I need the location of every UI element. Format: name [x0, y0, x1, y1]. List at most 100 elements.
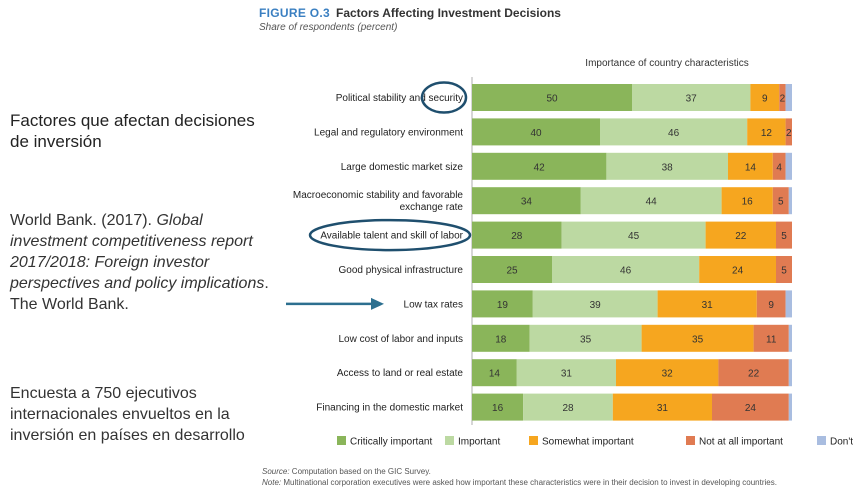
bar-segment — [472, 118, 600, 146]
data-label: 28 — [562, 403, 574, 414]
category-label: Financing in the domestic market — [316, 403, 463, 414]
bar-segment — [632, 84, 751, 111]
bar-segment — [788, 187, 792, 215]
legend-label: Somewhat important — [542, 437, 634, 448]
bar-segment — [756, 290, 786, 318]
bar-segment — [472, 152, 607, 180]
reference-text: World Bank. (2017). Global investment co… — [10, 210, 275, 315]
category-label: Access to land or real estate — [337, 368, 464, 379]
bar-segment — [641, 324, 754, 352]
data-label: 14 — [745, 162, 757, 173]
bar-segment — [600, 118, 748, 146]
source-text: Computation based on the GIC Survey. — [289, 467, 431, 476]
bar-segment — [728, 152, 773, 180]
data-label: 12 — [761, 128, 773, 139]
data-label: 45 — [628, 231, 640, 242]
legend-swatch — [337, 436, 346, 445]
bar-segment — [785, 290, 792, 318]
category-label: Good physical infrastructure — [338, 265, 463, 276]
bar-segment — [753, 324, 789, 352]
data-label: 22 — [735, 231, 747, 242]
bar-segment — [785, 84, 792, 111]
bar-segment — [776, 256, 792, 283]
data-label: 31 — [657, 403, 669, 414]
data-label: 38 — [662, 162, 674, 173]
bar-segment — [472, 393, 524, 421]
data-label: 5 — [781, 266, 787, 277]
reference-publisher: . The World Bank. — [10, 275, 269, 313]
figure-title: Factors Affecting Investment Decisions — [336, 6, 561, 20]
bar-segment — [472, 221, 562, 249]
category-label: Legal and regulatory environment — [314, 127, 463, 138]
bar-segment — [472, 359, 517, 387]
bar-segment — [705, 221, 776, 249]
note-prefix: Note: — [262, 478, 282, 487]
figure-subtitle: Share of respondents (percent) — [259, 22, 398, 33]
data-label: 19 — [497, 300, 509, 311]
bar-segment — [657, 290, 757, 318]
bar-segment — [747, 118, 786, 146]
data-label: 24 — [732, 266, 744, 277]
legend-swatch — [817, 436, 826, 445]
legend-label: Important — [458, 437, 500, 448]
bar-segment — [612, 393, 712, 421]
data-label: 35 — [692, 334, 704, 345]
slide-title: Factores que afectan decisiones de inver… — [10, 111, 255, 151]
data-label: 2 — [786, 128, 792, 139]
bar-segment — [529, 324, 642, 352]
data-label: 16 — [742, 197, 754, 208]
bar-segment — [616, 359, 719, 387]
figure-note: Note: Multinational corporation executiv… — [262, 478, 777, 487]
data-label: 35 — [580, 334, 592, 345]
data-label: 39 — [590, 300, 602, 311]
reference-author: World Bank. (2017). — [10, 212, 157, 229]
legend-swatch — [686, 436, 695, 445]
highlight-circle — [420, 81, 468, 114]
category-label: Low cost of labor and inputs — [338, 334, 463, 345]
data-label: 18 — [495, 334, 507, 345]
bar-segment — [606, 152, 728, 180]
bar-segment — [472, 290, 533, 318]
data-label: 14 — [489, 369, 501, 380]
bar-segment — [750, 84, 780, 111]
data-label: 24 — [745, 403, 757, 414]
data-label: 34 — [521, 197, 533, 208]
bar-segment — [785, 118, 792, 146]
chart-header: Importance of country characteristics — [585, 58, 748, 69]
figure-label: FIGURE O.3 — [259, 6, 331, 20]
arrow-head — [371, 297, 384, 310]
category-label: Large domestic market size — [341, 162, 464, 173]
source-prefix: Source: — [262, 467, 290, 476]
bar-segment — [785, 152, 792, 180]
data-label: 5 — [778, 197, 784, 208]
data-label: 42 — [534, 162, 546, 173]
bar-segment — [712, 393, 789, 421]
legend-label: Critically important — [350, 437, 432, 448]
data-label: 46 — [620, 266, 632, 277]
bar-segment — [699, 256, 776, 283]
bar-segment — [472, 187, 581, 215]
data-label: 28 — [511, 231, 523, 242]
data-label: 40 — [530, 128, 542, 139]
bar-segment — [721, 187, 773, 215]
data-label: 31 — [702, 300, 714, 311]
bar-segment — [532, 290, 658, 318]
data-label: 11 — [766, 334, 777, 345]
bar-segment — [561, 221, 706, 249]
data-label: 50 — [546, 94, 558, 105]
bar-segment — [516, 359, 616, 387]
bar-segment — [788, 393, 792, 421]
bar-segment — [718, 359, 789, 387]
data-label: 31 — [561, 369, 573, 380]
data-label: 16 — [492, 403, 504, 414]
data-label: 44 — [646, 197, 658, 208]
bar-segment — [779, 84, 786, 111]
bar-segment — [776, 221, 792, 249]
data-label: 9 — [762, 94, 768, 105]
bar-segment — [552, 256, 700, 283]
bar-segment — [472, 324, 530, 352]
data-label: 5 — [781, 231, 787, 242]
category-label: Low tax rates — [404, 299, 463, 310]
survey-note: Encuesta a 750 ejecutivos internacionale… — [10, 385, 245, 444]
